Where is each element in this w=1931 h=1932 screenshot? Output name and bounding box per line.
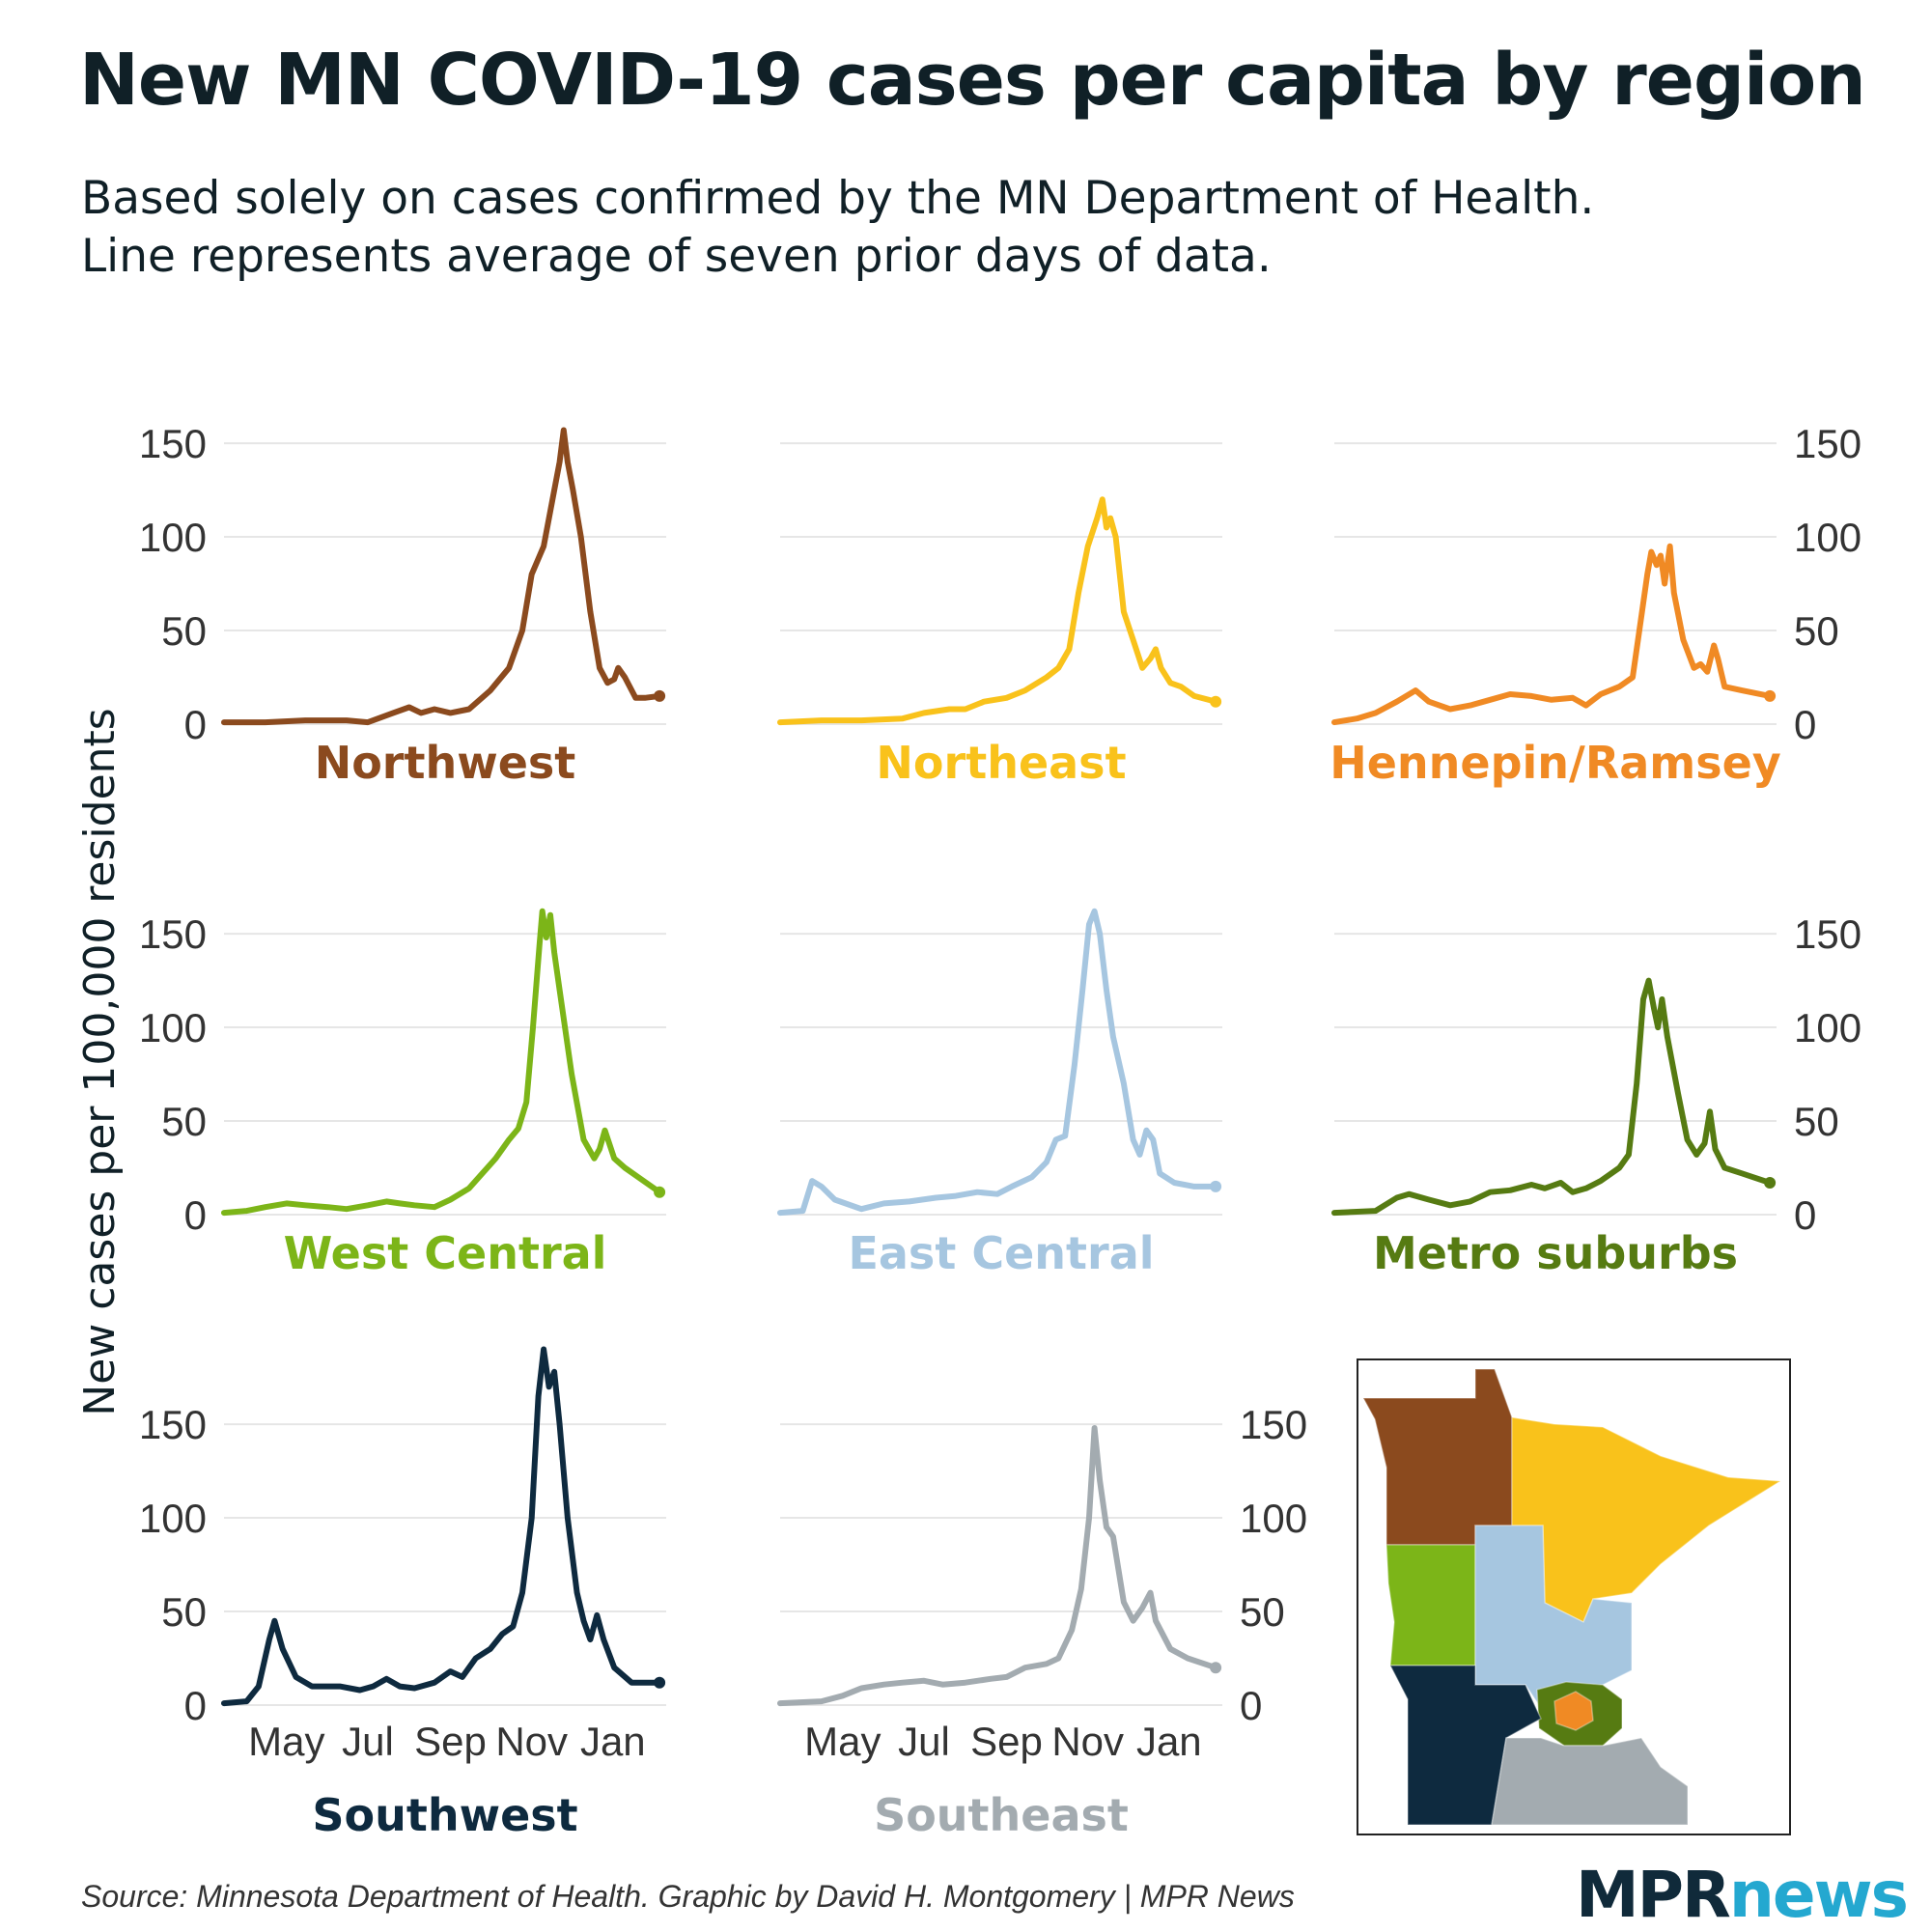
series-line — [221, 908, 663, 1217]
y-axis-label: New cases per 100,000 residents — [75, 708, 125, 1415]
panel-label: Southeast — [874, 1789, 1129, 1841]
y-tick-label: 0 — [184, 1192, 207, 1238]
panel-east-central: East Central — [777, 908, 1222, 1279]
source-note: Source: Minnesota Department of Health. … — [81, 1879, 1295, 1914]
subtitle-line-2: Line represents average of seven prior d… — [81, 230, 1272, 283]
y-tick-label: 150 — [1794, 911, 1861, 957]
x-tick-label: Jul — [898, 1719, 950, 1764]
x-tick-label: Sep — [414, 1719, 487, 1764]
map-region-southwest — [1388, 1665, 1542, 1826]
y-tick-label: 150 — [139, 911, 207, 957]
series-end-point — [1210, 1662, 1222, 1674]
series-line — [777, 1425, 1219, 1707]
y-tick-label: 50 — [161, 608, 207, 654]
series-end-point — [654, 1676, 666, 1689]
y-tick-label: 0 — [184, 702, 207, 747]
y-tick-label: 0 — [184, 1683, 207, 1728]
x-tick-label: May — [804, 1719, 881, 1764]
map-region-east-central — [1474, 1525, 1633, 1716]
map-region-hennepin-ramsey — [1553, 1691, 1594, 1731]
series-end-point — [1764, 689, 1777, 702]
subtitle-line-1: Based solely on cases confirmed by the M… — [81, 172, 1595, 225]
panel-label: East Central — [848, 1227, 1154, 1279]
chart-panels: 0 50 100 150 Northwest Northeast 0 50 100 150 Henn… — [139, 421, 1861, 1841]
panel-hennepin-ramsey: 0 50 100 150 Hennepin/Ramsey — [1329, 421, 1861, 789]
chart-title: New MN COVID-19 cases per capita by regi… — [79, 39, 1866, 122]
x-tick-label: May — [248, 1719, 324, 1764]
series-end-point — [654, 689, 666, 702]
series-line — [1331, 543, 1774, 726]
y-tick-label: 100 — [1240, 1496, 1307, 1541]
y-tick-label: 100 — [1794, 1005, 1861, 1050]
y-tick-label: 0 — [1794, 1192, 1816, 1238]
panel-west-central: 0 50 100 150 West Central — [139, 908, 666, 1279]
series-line — [221, 427, 663, 726]
y-tick-label: 50 — [1240, 1589, 1285, 1635]
x-tick-label: Nov — [495, 1719, 568, 1764]
y-tick-label: 150 — [139, 1402, 207, 1447]
series-line — [777, 908, 1219, 1217]
y-tick-label: 50 — [161, 1589, 207, 1635]
region-map — [1357, 1358, 1791, 1835]
y-tick-label: 150 — [1240, 1402, 1307, 1447]
y-tick-label: 100 — [139, 1496, 207, 1541]
y-tick-label: 50 — [1794, 608, 1839, 654]
y-tick-label: 50 — [161, 1099, 207, 1144]
panel-label: Northwest — [315, 737, 576, 789]
x-tick-label: Sep — [970, 1719, 1043, 1764]
y-tick-label: 100 — [139, 515, 207, 560]
series-line — [777, 496, 1219, 726]
x-tick-label: Jan — [580, 1719, 646, 1764]
series-end-point — [654, 1186, 666, 1198]
panel-metro-suburbs: 0 50 100 150 Metro suburbs — [1331, 911, 1861, 1279]
series-end-point — [1210, 1180, 1222, 1192]
y-tick-label: 0 — [1240, 1683, 1262, 1728]
y-tick-label: 100 — [139, 1005, 207, 1050]
series-line — [221, 1346, 663, 1707]
x-tick-label: Nov — [1051, 1719, 1124, 1764]
panel-label: Northeast — [876, 737, 1126, 789]
series-line — [1331, 977, 1774, 1217]
map-region-west-central — [1385, 1544, 1476, 1666]
panel-label: Metro suburbs — [1373, 1227, 1738, 1279]
mpr-news-logo: MPRnews — [1576, 1858, 1909, 1932]
y-tick-label: 150 — [1794, 421, 1861, 466]
chart-subtitle: Based solely on cases confirmed by the M… — [81, 170, 1594, 286]
panel-label: West Central — [284, 1227, 607, 1279]
map-region-southeast — [1491, 1737, 1689, 1826]
panel-northeast: Northeast — [777, 442, 1222, 789]
x-tick-label: Jan — [1136, 1719, 1202, 1764]
panel-label: Hennepin/Ramsey — [1329, 737, 1781, 789]
y-tick-label: 0 — [1794, 702, 1816, 747]
x-tick-label: Jul — [342, 1719, 394, 1764]
y-tick-label: 100 — [1794, 515, 1861, 560]
y-tick-label: 50 — [1794, 1099, 1839, 1144]
series-end-point — [1210, 695, 1222, 708]
panel-label: Southwest — [312, 1789, 577, 1841]
series-end-point — [1764, 1177, 1777, 1190]
y-tick-label: 150 — [139, 421, 207, 466]
panel-northwest: 0 50 100 150 Northwest — [139, 421, 666, 789]
